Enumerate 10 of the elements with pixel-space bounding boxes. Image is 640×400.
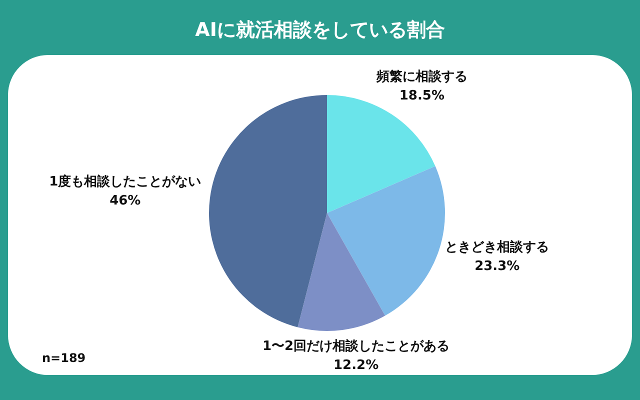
data-label: 46% bbox=[110, 194, 141, 209]
data-label: 23.3% bbox=[474, 258, 520, 274]
slice-label: 頻繁に相談する bbox=[375, 68, 468, 85]
data-label: 18.5% bbox=[399, 88, 445, 104]
chart-title: AIに就活相談をしている割合 bbox=[195, 19, 445, 41]
slice-label: 1〜2回だけ相談したことがある bbox=[262, 338, 450, 354]
slice-label: 1度も相談したことがない bbox=[49, 174, 202, 190]
text: n=189 bbox=[42, 351, 86, 365]
slice-label: ときどき相談する bbox=[445, 238, 550, 255]
data-label: 12.2% bbox=[334, 358, 379, 374]
